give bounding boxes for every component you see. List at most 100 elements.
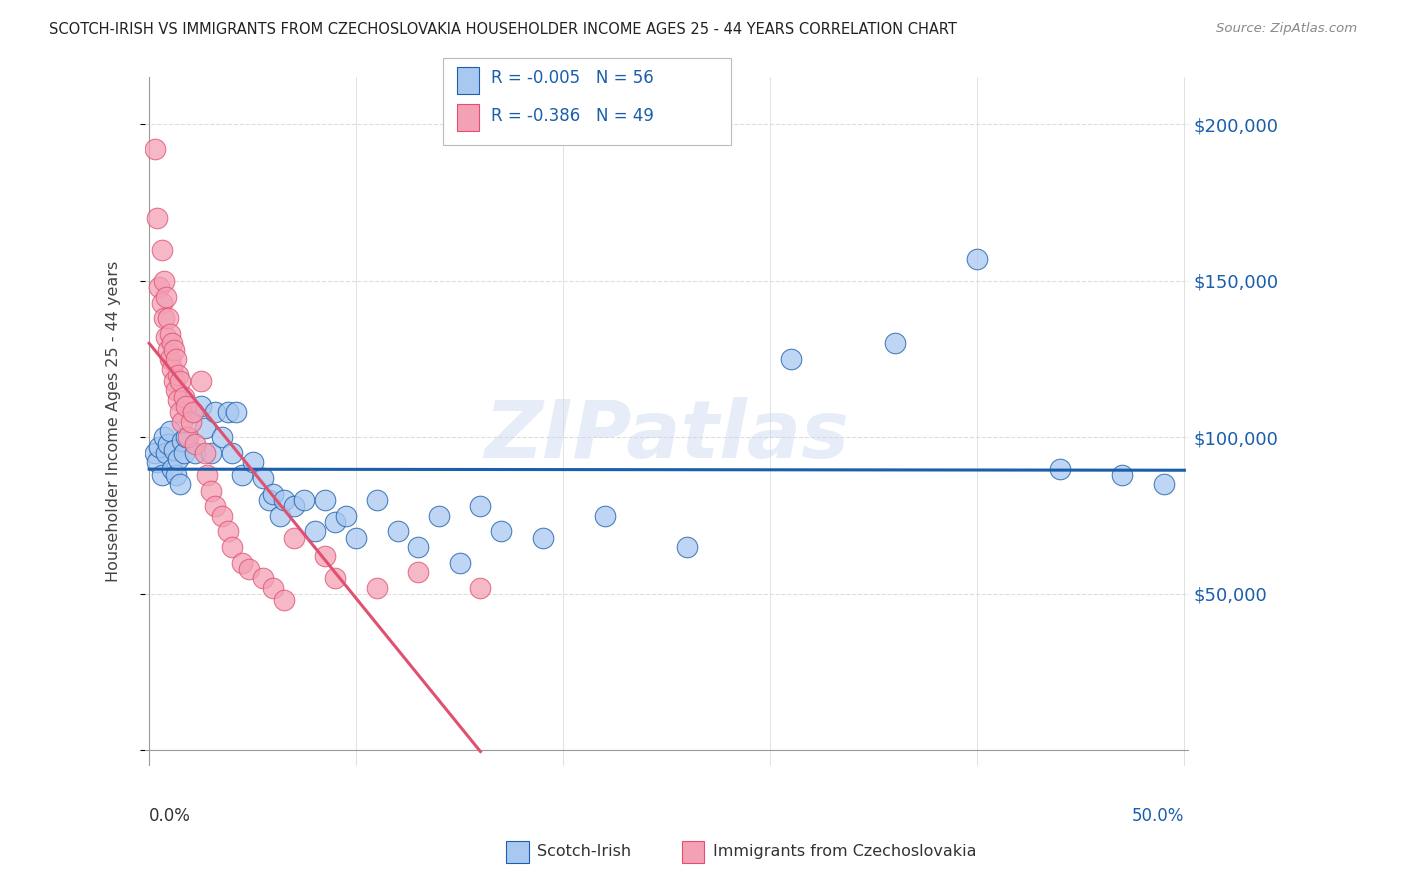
Point (238, 562, 260, 576)
Point (180, 405, 202, 419)
Point (344, 531, 367, 545)
Point (150, 243, 173, 257)
Point (269, 508, 291, 523)
Point (211, 508, 233, 523)
Y-axis label: Householder Income Ages 25 - 44 years: Householder Income Ages 25 - 44 years (107, 261, 121, 582)
Point (966, 252, 988, 266)
Point (165, 384, 187, 398)
Point (163, 374, 186, 388)
Point (335, 508, 357, 523)
Text: R = -0.005   N = 56: R = -0.005 N = 56 (491, 70, 654, 87)
Point (156, 343, 179, 357)
Point (190, 374, 212, 388)
Point (183, 436, 205, 450)
Point (1049, 461, 1071, 475)
Point (155, 289, 177, 303)
Point (181, 405, 204, 419)
Point (152, 274, 174, 288)
Point (148, 440, 170, 454)
Text: 0.0%: 0.0% (149, 807, 191, 825)
Point (204, 500, 226, 514)
Text: ZIPatlas: ZIPatlas (484, 397, 849, 475)
Point (217, 405, 239, 419)
Point (194, 446, 217, 460)
Point (165, 352, 187, 367)
Point (257, 493, 280, 508)
Point (150, 467, 173, 482)
Point (173, 446, 195, 460)
Point (152, 430, 174, 444)
Point (304, 524, 326, 539)
Point (167, 368, 190, 382)
Point (200, 483, 222, 498)
Point (883, 336, 905, 351)
Point (163, 442, 186, 457)
Point (221, 446, 243, 460)
Point (366, 581, 388, 595)
Point (531, 531, 554, 545)
Point (160, 461, 183, 475)
Point (252, 471, 274, 485)
Point (146, 211, 169, 226)
Point (160, 336, 183, 351)
Point (1153, 477, 1175, 491)
Point (176, 430, 198, 444)
Point (167, 392, 190, 407)
Point (190, 399, 212, 413)
Point (180, 415, 202, 429)
Point (169, 405, 191, 419)
Point (231, 556, 253, 570)
Point (169, 374, 191, 388)
Point (143, 143, 166, 157)
Point (314, 549, 336, 564)
Point (427, 508, 450, 523)
Point (146, 455, 169, 469)
Text: Source: ZipAtlas.com: Source: ZipAtlas.com (1216, 22, 1357, 36)
Point (408, 540, 430, 554)
Point (177, 430, 200, 444)
Point (167, 452, 190, 467)
Point (262, 581, 284, 595)
Point (231, 467, 253, 482)
Point (156, 311, 179, 326)
Point (273, 593, 295, 607)
Point (325, 515, 347, 529)
Point (217, 524, 239, 539)
Point (195, 467, 218, 482)
Point (470, 500, 492, 514)
Point (449, 556, 471, 570)
Point (1111, 467, 1133, 482)
Point (225, 405, 247, 419)
Point (152, 311, 174, 326)
Point (294, 493, 316, 508)
Point (211, 430, 233, 444)
Point (204, 405, 226, 419)
Point (159, 327, 181, 342)
Text: Immigrants from Czechoslovakia: Immigrants from Czechoslovakia (713, 845, 976, 859)
Point (150, 295, 173, 310)
Point (200, 446, 222, 460)
Point (366, 493, 388, 508)
Point (176, 399, 198, 413)
Point (325, 571, 347, 585)
Point (148, 280, 170, 294)
Point (470, 581, 492, 595)
Text: 50.0%: 50.0% (1132, 807, 1184, 825)
Point (155, 330, 177, 344)
Point (221, 540, 243, 554)
Point (252, 571, 274, 585)
Point (593, 508, 616, 523)
Point (489, 524, 512, 539)
Point (242, 455, 264, 469)
Point (155, 446, 177, 460)
Point (160, 361, 183, 376)
Point (143, 446, 166, 460)
Point (387, 524, 409, 539)
Point (169, 477, 191, 491)
Point (780, 352, 803, 367)
Point (172, 415, 194, 429)
Text: SCOTCH-IRISH VS IMMIGRANTS FROM CZECHOSLOVAKIA HOUSEHOLDER INCOME AGES 25 - 44 Y: SCOTCH-IRISH VS IMMIGRANTS FROM CZECHOSL… (49, 22, 957, 37)
Point (283, 531, 305, 545)
Point (163, 343, 186, 357)
Point (173, 390, 195, 404)
